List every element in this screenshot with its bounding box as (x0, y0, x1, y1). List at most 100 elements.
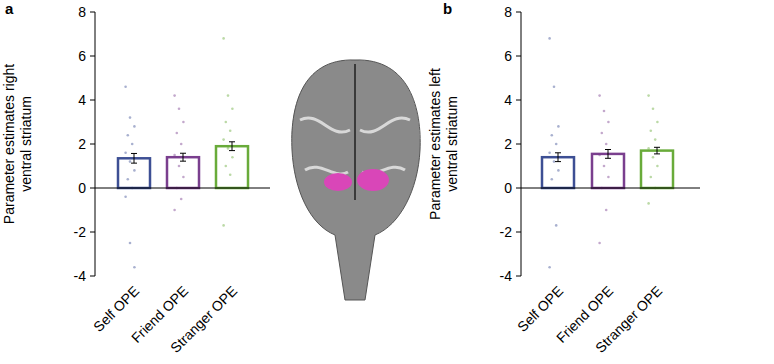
error-cap (605, 158, 611, 159)
data-point (607, 121, 610, 124)
y-tick (516, 232, 521, 233)
data-point (598, 154, 601, 157)
error-cap (180, 161, 186, 162)
data-point (182, 176, 185, 179)
data-point (229, 174, 232, 177)
data-point (557, 169, 560, 172)
y-tick (90, 56, 95, 57)
data-point (124, 86, 127, 89)
plot-area (542, 37, 673, 268)
y-tick-label: 6 (504, 48, 512, 64)
y-tick-label: 4 (504, 92, 512, 108)
error-bar (229, 142, 235, 151)
data-point (227, 94, 230, 97)
data-point (133, 125, 136, 128)
x-tick-label: Stranger OPE (592, 283, 665, 356)
data-point (180, 143, 183, 146)
data-point (231, 156, 234, 159)
y-tick-label: 6 (78, 48, 86, 64)
data-point (222, 224, 225, 227)
brain-outline (292, 60, 420, 300)
data-point (548, 37, 551, 40)
y-tick (90, 232, 95, 233)
data-point (605, 143, 608, 146)
data-point (553, 86, 556, 89)
data-point (124, 152, 127, 155)
error-cap (605, 149, 611, 150)
bar (167, 157, 199, 188)
error-bar (605, 150, 611, 159)
data-point (173, 154, 176, 157)
data-point (173, 94, 176, 97)
data-point (555, 224, 558, 227)
error-bar (180, 153, 186, 161)
data-point (225, 165, 228, 168)
data-point (555, 143, 558, 146)
error-cap (555, 161, 561, 162)
data-point (551, 178, 554, 181)
y-tick-label: 2 (504, 136, 512, 152)
data-point (647, 202, 650, 205)
data-point (178, 165, 181, 168)
error-line (657, 147, 658, 154)
y-axis-label: Parameter estimates left (427, 68, 443, 220)
error-bar (555, 153, 561, 162)
y-tick (90, 276, 95, 277)
y-tick-label: -2 (500, 224, 513, 240)
data-point (225, 121, 228, 124)
data-point (129, 116, 132, 119)
error-line (558, 153, 559, 162)
y-tick-label: 8 (504, 4, 512, 20)
data-point (129, 242, 132, 245)
data-point (654, 138, 657, 141)
x-tick-label: Stranger OPE (167, 283, 240, 356)
y-tick-label: 4 (78, 92, 86, 108)
error-cap (229, 150, 235, 151)
bar (641, 151, 673, 188)
data-point (598, 242, 601, 245)
y-tick-label: 8 (78, 4, 86, 20)
plot-area (118, 37, 248, 268)
y-axis-label: ventral striatum (18, 96, 34, 192)
data-point (133, 266, 136, 269)
y-tick (90, 144, 95, 145)
data-point (182, 121, 185, 124)
bar (216, 146, 248, 188)
data-point (222, 138, 225, 141)
data-point (598, 94, 601, 97)
y-tick-label: 0 (504, 180, 512, 196)
panel-label: b (443, 0, 452, 17)
y-tick (516, 100, 521, 101)
brain-white-matter (300, 118, 410, 174)
panel-0: aParameter estimates rightventral striat… (1, 0, 270, 356)
y-tick-label: -2 (74, 224, 87, 240)
figure: aParameter estimates rightventral striat… (0, 0, 774, 364)
y-tick (90, 188, 95, 189)
bar (592, 154, 624, 188)
data-point (176, 132, 179, 135)
y-tick (516, 144, 521, 145)
data-point (603, 165, 606, 168)
y-tick (90, 100, 95, 101)
data-point (231, 108, 234, 111)
y-tick-label: -4 (74, 268, 87, 284)
data-point (650, 176, 653, 179)
y-tick (516, 56, 521, 57)
error-cap (555, 152, 561, 153)
error-line (232, 142, 233, 151)
error-line (183, 153, 184, 161)
data-point (652, 108, 655, 111)
error-line (608, 150, 609, 159)
data-point (548, 266, 551, 269)
data-point (601, 132, 604, 135)
brain-image (292, 60, 420, 300)
brain-fissure (354, 64, 356, 200)
data-point (178, 108, 181, 111)
data-point (127, 134, 130, 137)
data-point (603, 110, 606, 113)
x-axis (95, 188, 270, 189)
y-axis-label: Parameter estimates right (1, 64, 17, 224)
data-point (647, 147, 650, 150)
error-cap (131, 153, 137, 154)
data-point (557, 125, 560, 128)
